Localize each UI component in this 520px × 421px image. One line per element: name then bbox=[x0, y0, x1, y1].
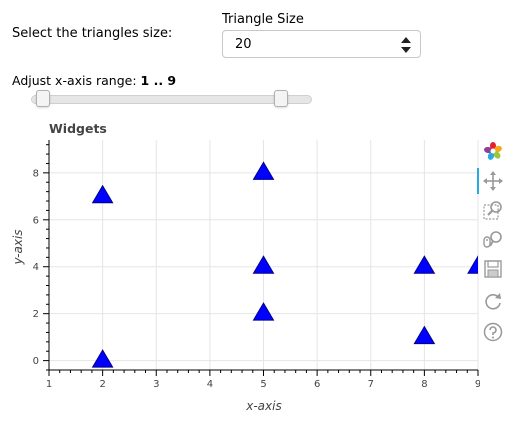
triangle-point bbox=[413, 255, 436, 274]
save-icon[interactable] bbox=[482, 258, 504, 280]
x-range-slider-track[interactable] bbox=[31, 95, 312, 104]
scatter-plot[interactable]: Widgets 1 2 3 4 5 6 7 8 9 0 2 4 6 8 x-axis y-axis bbox=[0, 115, 480, 415]
x-tick-label: 7 bbox=[368, 379, 374, 390]
help-icon[interactable] bbox=[482, 321, 504, 343]
pan-icon[interactable] bbox=[482, 170, 504, 192]
x-tick-label: 4 bbox=[207, 379, 213, 390]
x-tick-label: 2 bbox=[99, 379, 105, 390]
bokeh-logo-icon[interactable] bbox=[482, 140, 504, 162]
triangle-point bbox=[252, 302, 275, 321]
y-tick-label: 4 bbox=[33, 262, 39, 273]
active-tool-indicator bbox=[477, 168, 479, 194]
box-zoom-icon[interactable] bbox=[482, 199, 504, 221]
triangle-point bbox=[252, 255, 275, 274]
x-tick-label: 9 bbox=[475, 379, 480, 390]
y-tick-label: 6 bbox=[33, 215, 39, 226]
select-size-label: Select the triangles size: bbox=[12, 26, 173, 41]
y-tick-label: 8 bbox=[33, 168, 39, 179]
plot-title: Widgets bbox=[49, 121, 107, 136]
x-tick-label: 1 bbox=[46, 379, 52, 390]
triangle-point bbox=[413, 325, 436, 345]
x-axis-label: x-axis bbox=[245, 399, 281, 413]
x-range-max-handle[interactable] bbox=[274, 90, 288, 107]
x-range-value: 1 .. 9 bbox=[140, 73, 177, 88]
reset-icon[interactable] bbox=[482, 290, 504, 312]
plot-toolbar bbox=[477, 140, 506, 350]
x-tick-label: 8 bbox=[421, 379, 427, 390]
y-axis-label: y-axis bbox=[11, 229, 25, 265]
x-tick-label: 3 bbox=[153, 379, 159, 390]
triangle-size-value[interactable]: 20 bbox=[235, 37, 252, 52]
triangle-point bbox=[91, 184, 114, 204]
x-tick-label: 5 bbox=[260, 379, 266, 390]
x-range-label: Adjust x-axis range: 1 .. 9 bbox=[12, 73, 176, 88]
wheel-zoom-icon[interactable] bbox=[482, 229, 504, 251]
x-tick-label: 6 bbox=[314, 379, 320, 390]
x-range-label-text: Adjust x-axis range: bbox=[12, 73, 137, 88]
triangle-size-title: Triangle Size bbox=[222, 12, 304, 27]
plot-axes: 1 2 3 4 5 6 7 8 9 0 2 4 6 8 bbox=[33, 140, 480, 390]
spinner-down-icon[interactable] bbox=[400, 45, 412, 55]
y-tick-label: 0 bbox=[33, 356, 39, 367]
spinner-up-icon[interactable] bbox=[400, 35, 412, 45]
x-range-min-handle[interactable] bbox=[36, 90, 50, 107]
y-tick-label: 2 bbox=[33, 309, 39, 320]
triangle-point bbox=[252, 161, 275, 180]
triangle-point bbox=[91, 349, 114, 368]
triangle-size-spinner[interactable]: 20 bbox=[222, 30, 421, 58]
triangle-point bbox=[467, 255, 478, 274]
plot-points bbox=[91, 161, 478, 368]
